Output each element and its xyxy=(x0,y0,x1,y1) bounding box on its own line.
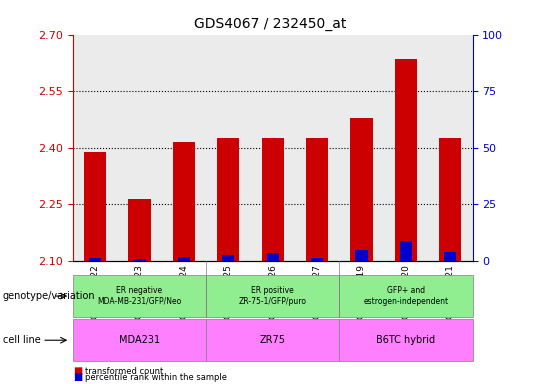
Bar xyxy=(129,199,151,261)
Bar xyxy=(384,35,428,261)
Bar xyxy=(206,35,251,261)
Bar xyxy=(444,252,456,261)
Text: percentile rank within the sample: percentile rank within the sample xyxy=(85,374,227,382)
Bar xyxy=(251,35,295,261)
Bar xyxy=(161,35,206,261)
Bar xyxy=(428,35,472,261)
Bar xyxy=(261,138,284,261)
Bar xyxy=(339,35,384,261)
Text: MDA231: MDA231 xyxy=(119,335,160,345)
Text: transformed count: transformed count xyxy=(85,367,163,376)
Text: GDS4067 / 232450_at: GDS4067 / 232450_at xyxy=(194,17,346,31)
Text: B6TC hybrid: B6TC hybrid xyxy=(376,335,435,345)
Text: ER negative
MDA-MB-231/GFP/Neo: ER negative MDA-MB-231/GFP/Neo xyxy=(97,286,181,306)
Bar xyxy=(222,255,234,261)
Text: GFP+ and
estrogen-independent: GFP+ and estrogen-independent xyxy=(363,286,448,306)
Bar xyxy=(173,142,195,261)
Bar xyxy=(84,152,106,261)
Text: cell line: cell line xyxy=(3,335,40,345)
Text: ■: ■ xyxy=(73,366,82,376)
Bar xyxy=(89,258,101,261)
Bar xyxy=(267,253,279,261)
Bar xyxy=(355,250,368,261)
Bar xyxy=(178,257,190,261)
Bar xyxy=(295,35,339,261)
Text: ER positive
ZR-75-1/GFP/puro: ER positive ZR-75-1/GFP/puro xyxy=(239,286,307,306)
Bar xyxy=(395,59,417,261)
Bar xyxy=(350,118,373,261)
Bar xyxy=(439,138,461,261)
Bar xyxy=(400,241,412,261)
Bar xyxy=(217,138,239,261)
Text: ■: ■ xyxy=(73,372,82,382)
Bar xyxy=(133,259,146,261)
Bar xyxy=(117,35,161,261)
Bar xyxy=(306,138,328,261)
Bar xyxy=(73,35,117,261)
Text: genotype/variation: genotype/variation xyxy=(3,291,96,301)
Text: ZR75: ZR75 xyxy=(260,335,286,345)
Bar xyxy=(311,258,323,261)
